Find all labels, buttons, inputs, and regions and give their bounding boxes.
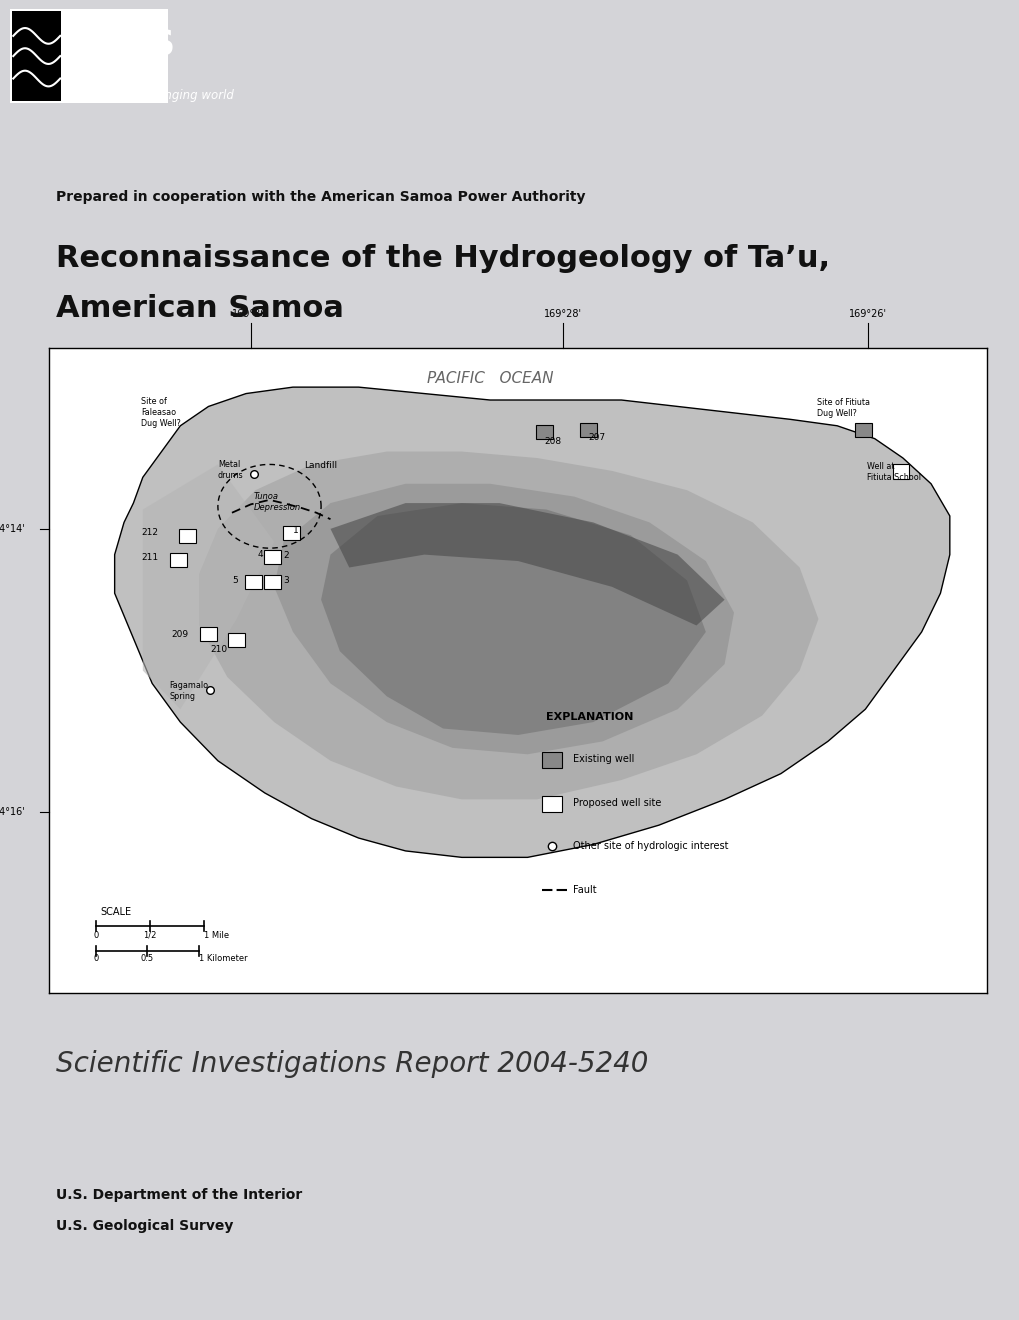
Text: 14°16': 14°16' — [0, 808, 25, 817]
Text: PACIFIC   OCEAN: PACIFIC OCEAN — [426, 371, 552, 385]
Text: 2: 2 — [283, 552, 289, 561]
Text: Other site of hydrologic interest: Other site of hydrologic interest — [572, 841, 728, 851]
Text: Existing well: Existing well — [572, 754, 634, 764]
Bar — [541, 751, 561, 768]
Bar — [170, 553, 186, 568]
Bar — [541, 796, 561, 812]
Text: 209: 209 — [171, 630, 187, 639]
Text: 4: 4 — [257, 550, 263, 560]
Text: Site of Fitiuta
Dug Well?: Site of Fitiuta Dug Well? — [816, 397, 869, 418]
Text: 212: 212 — [141, 528, 158, 537]
Text: Site of
Faleasao
Dug Well?: Site of Faleasao Dug Well? — [141, 397, 180, 429]
Bar — [264, 576, 280, 590]
Text: 14°14': 14°14' — [0, 524, 25, 533]
Bar — [535, 425, 552, 440]
Text: 0: 0 — [93, 931, 99, 940]
Bar — [854, 422, 871, 437]
Bar — [10, 9, 168, 103]
Text: 169°28': 169°28' — [544, 309, 582, 319]
Text: American Samoa: American Samoa — [56, 294, 343, 323]
Text: 1 Kilometer: 1 Kilometer — [199, 954, 248, 964]
Text: Metal
drums: Metal drums — [218, 459, 244, 479]
Text: U.S. Department of the Interior: U.S. Department of the Interior — [56, 1188, 302, 1201]
Bar — [892, 465, 909, 479]
Text: 207: 207 — [588, 433, 605, 442]
Bar — [12, 12, 61, 102]
Bar — [179, 529, 196, 543]
Text: Proposed well site: Proposed well site — [572, 797, 660, 808]
Text: Reconnaissance of the Hydrogeology of Taʼu,: Reconnaissance of the Hydrogeology of Ta… — [56, 244, 829, 273]
Text: Scientific Investigations Report 2004-5240: Scientific Investigations Report 2004-52… — [56, 1049, 648, 1078]
Text: science for a changing world: science for a changing world — [64, 88, 234, 102]
Text: 208: 208 — [544, 437, 561, 446]
Polygon shape — [114, 387, 949, 858]
Text: 211: 211 — [141, 553, 158, 562]
Text: Landfill: Landfill — [304, 461, 337, 470]
Text: 169°26': 169°26' — [849, 309, 887, 319]
Text: 169°30': 169°30' — [231, 309, 269, 319]
Polygon shape — [330, 503, 723, 626]
Text: Tunoa
Depression: Tunoa Depression — [254, 492, 301, 512]
Polygon shape — [321, 503, 705, 735]
Text: Prepared in cooperation with the American Samoa Power Authority: Prepared in cooperation with the America… — [56, 190, 585, 203]
Text: SCALE: SCALE — [101, 907, 131, 917]
Bar — [200, 627, 217, 642]
Bar — [228, 634, 245, 647]
Bar — [282, 527, 300, 540]
Polygon shape — [143, 465, 274, 709]
Text: 1/2: 1/2 — [143, 931, 156, 940]
Polygon shape — [274, 483, 734, 754]
Bar — [264, 550, 280, 564]
Text: USGS: USGS — [64, 28, 175, 62]
Text: 0: 0 — [93, 954, 99, 964]
Text: Fault: Fault — [572, 886, 596, 895]
Text: Fagamalo
Spring: Fagamalo Spring — [169, 681, 208, 701]
Polygon shape — [199, 451, 817, 800]
Text: EXPLANATION: EXPLANATION — [546, 713, 633, 722]
Text: 1 Mile: 1 Mile — [204, 931, 228, 940]
Bar — [245, 576, 262, 590]
Text: U.S. Geological Survey: U.S. Geological Survey — [56, 1220, 233, 1233]
Text: 1: 1 — [292, 525, 299, 535]
Text: 0.5: 0.5 — [141, 954, 154, 964]
Text: 3: 3 — [283, 576, 289, 585]
Text: 5: 5 — [231, 576, 237, 585]
Text: 210: 210 — [210, 645, 227, 655]
Text: Well at
Fitiuta School: Well at Fitiuta School — [866, 462, 920, 482]
Bar — [580, 422, 596, 437]
